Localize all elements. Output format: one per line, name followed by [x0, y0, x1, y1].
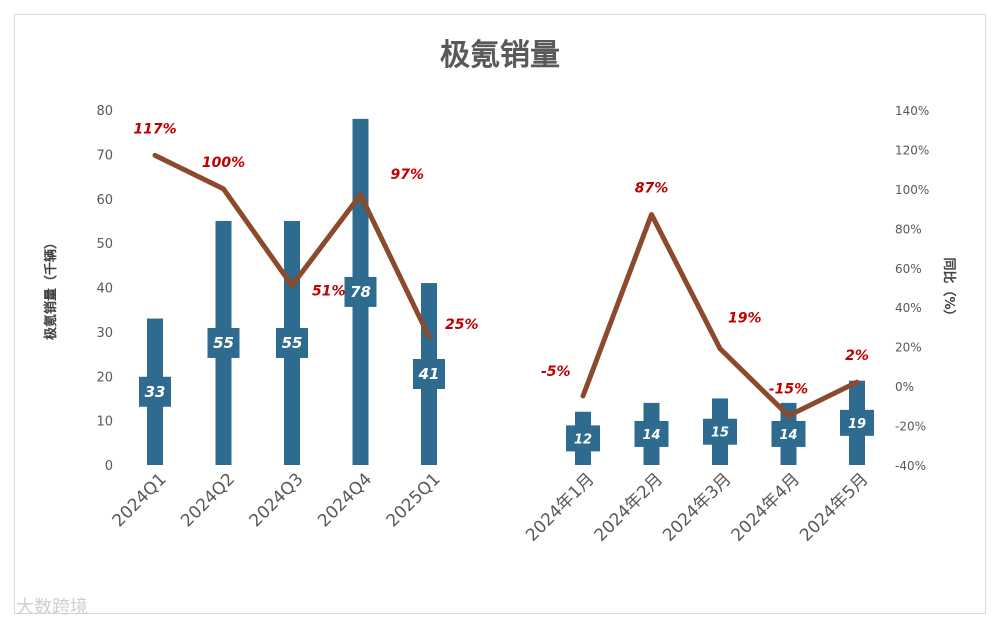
bar-value-label: 15 [711, 426, 729, 441]
x-tick-label: 2024年3月 [659, 469, 735, 545]
x-tick-label: 2024年5月 [796, 469, 872, 545]
bars [139, 118, 874, 465]
y-tick-label: 80 [96, 104, 113, 119]
watermark: 大数跨境 [16, 597, 88, 618]
bar-value-label: 78 [350, 283, 371, 301]
chart-frame [14, 14, 986, 614]
bar-label-box [413, 359, 445, 390]
x-tick-label: 2024年1月 [522, 469, 598, 545]
bar-label-box [207, 327, 240, 358]
yoy-lines [152, 152, 860, 419]
x-tick-label: 2024Q4 [314, 469, 376, 531]
bar-value-label: 55 [282, 334, 303, 352]
yoy-line [152, 152, 432, 340]
bar-label-box [566, 425, 600, 452]
bar-label-box [771, 420, 806, 447]
y2-tick-label: 40% [895, 301, 922, 315]
yoy-labels: 117% 100% 51% 97% 25% -5% 87% 19% -15% 2% [133, 121, 869, 397]
yoy-value-label: -5% [541, 364, 571, 380]
y2-tick-label: 20% [895, 341, 922, 355]
yoy-value-label: 25% [445, 317, 479, 333]
bar-value-label: 19 [848, 417, 866, 432]
x-tick-label: 2024Q2 [177, 469, 239, 531]
bar-value-label: 55 [213, 334, 234, 352]
y-tick-label: 40 [96, 282, 113, 297]
yoy-line [580, 212, 860, 419]
x-tick-label: 2025Q1 [383, 469, 445, 531]
y2-tick-label: -40% [895, 459, 926, 473]
bar-value-label: 14 [779, 428, 797, 443]
y-tick-label: 70 [96, 148, 113, 163]
yoy-value-label: 97% [391, 167, 425, 183]
y2-tick-label: 140% [895, 104, 929, 118]
bar-value-label: 33 [145, 383, 166, 401]
x-tick-label: 2024年2月 [591, 469, 667, 545]
bar-label-box [344, 276, 377, 307]
y2-tick-label: 80% [895, 222, 922, 236]
bar-label-box [139, 376, 171, 407]
yoy-value-label: 117% [133, 121, 176, 137]
x-tick-label: 2024Q3 [246, 469, 308, 531]
yoy-value-label: 87% [635, 181, 669, 197]
bar-value-label: 14 [642, 428, 660, 443]
y-tick-label: 10 [96, 415, 113, 430]
bar-label-box [703, 418, 737, 445]
bar-label-box [634, 420, 669, 447]
y2-axis-title: 同比（%） [941, 257, 957, 322]
y2-tick-label: 60% [895, 262, 922, 276]
y2-axis-ticks: -40% -20% 0% 20% 40% 60% 80% 100% 120% 140% [895, 104, 929, 473]
y-tick-label: 0 [105, 459, 113, 474]
y2-tick-label: 120% [895, 143, 929, 157]
x-tick-label: 2024Q1 [109, 469, 171, 531]
y-tick-label: 50 [96, 237, 113, 252]
yoy-value-label: 2% [845, 348, 869, 364]
yoy-value-label: 100% [202, 155, 245, 171]
y2-tick-label: -20% [895, 420, 926, 434]
y2-tick-label: 0% [895, 380, 914, 394]
chart-title: 极氪销量 [440, 38, 560, 73]
y-axis-title: 极氪销量（千辆） [43, 236, 59, 340]
bar-value-label: 12 [574, 432, 592, 447]
y2-tick-label: 100% [895, 183, 929, 197]
bar-labels: 33 55 55 78 41 12 14 15 14 19 [145, 283, 866, 447]
bar-value-label: 41 [418, 365, 440, 383]
yoy-value-label: 19% [728, 311, 762, 327]
y-axis-ticks: 0 10 20 30 40 50 60 70 80 [96, 104, 113, 474]
yoy-value-label: -15% [769, 382, 808, 398]
x-axis-labels: 2024Q1 2024Q2 2024Q3 2024Q4 2025Q1 2024年1月202… [109, 469, 873, 545]
yoy-value-label: 51% [312, 284, 346, 300]
bar-label-box [840, 409, 874, 436]
y-tick-label: 20 [96, 370, 113, 385]
x-tick-label: 2024年4月 [728, 469, 804, 545]
y-tick-label: 30 [96, 326, 113, 341]
y-tick-label: 60 [96, 193, 113, 208]
bar-label-box [276, 327, 308, 358]
